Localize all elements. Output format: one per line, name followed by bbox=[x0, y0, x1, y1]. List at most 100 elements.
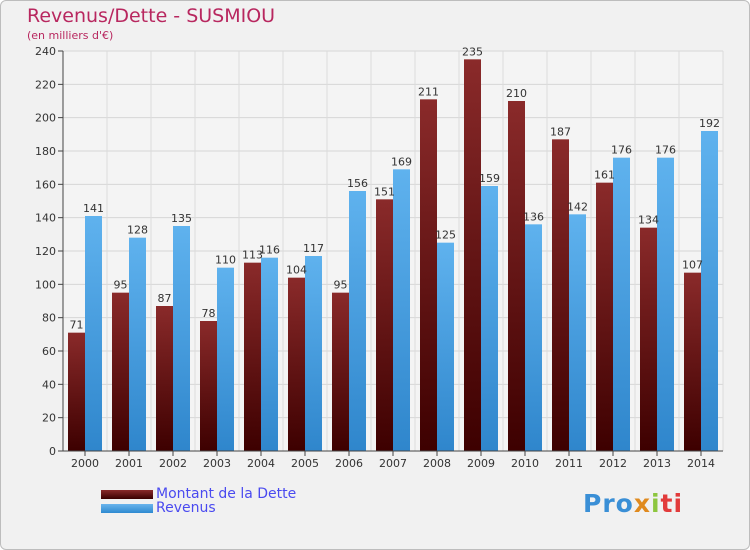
y-tick-label: 200 bbox=[35, 112, 56, 125]
data-label: 113 bbox=[242, 249, 263, 262]
data-label: 210 bbox=[506, 87, 527, 100]
data-label: 187 bbox=[550, 125, 571, 138]
x-tick-label: 2013 bbox=[643, 457, 671, 470]
data-label: 95 bbox=[114, 279, 128, 292]
bar-dette-2001 bbox=[112, 292, 129, 451]
bar-dette-2003 bbox=[200, 321, 217, 451]
bar-dette-2009 bbox=[464, 59, 481, 451]
x-tick-label: 2007 bbox=[379, 457, 407, 470]
chart-title: Revenus/Dette - SUSMIOU bbox=[27, 5, 276, 27]
data-label: 169 bbox=[391, 155, 412, 168]
legend-label-dette: Montant de la Dette bbox=[156, 486, 297, 502]
data-label: 176 bbox=[655, 144, 676, 157]
bar-revenus-2007 bbox=[393, 169, 410, 452]
data-label: 136 bbox=[523, 210, 544, 223]
x-tick-label: 2009 bbox=[467, 457, 495, 470]
x-tick-label: 2014 bbox=[687, 457, 715, 470]
y-tick-label: 220 bbox=[35, 78, 56, 91]
y-tick-label: 80 bbox=[42, 312, 56, 325]
y-tick-label: 20 bbox=[42, 412, 56, 425]
data-label: 159 bbox=[479, 172, 500, 185]
data-label: 192 bbox=[699, 117, 720, 130]
x-tick-label: 2000 bbox=[71, 457, 99, 470]
bar-revenus-2011 bbox=[569, 214, 586, 451]
bar-dette-2002 bbox=[156, 306, 173, 451]
bar-dette-2013 bbox=[640, 227, 657, 451]
bar-dette-2004 bbox=[244, 262, 261, 451]
y-tick-label: 120 bbox=[35, 245, 56, 258]
data-label: 156 bbox=[347, 177, 368, 190]
data-label: 71 bbox=[70, 319, 84, 332]
chart-subtitle: (en milliers d'€) bbox=[27, 29, 114, 42]
data-label: 211 bbox=[418, 85, 439, 98]
proxiti-logo: Proxiti bbox=[583, 489, 684, 518]
bar-dette-2008 bbox=[420, 99, 437, 451]
legend: Montant de la Dette Revenus bbox=[101, 486, 361, 516]
bar-dette-2007 bbox=[376, 199, 393, 451]
y-tick-label: 140 bbox=[35, 212, 56, 225]
y-tick-label: 0 bbox=[49, 445, 56, 458]
x-tick-label: 2008 bbox=[423, 457, 451, 470]
legend-swatch-revenus bbox=[101, 504, 153, 513]
y-tick-label: 180 bbox=[35, 145, 56, 158]
x-tick-label: 2001 bbox=[115, 457, 143, 470]
bar-revenus-2010 bbox=[525, 224, 542, 451]
data-label: 107 bbox=[682, 259, 703, 272]
bar-dette-2005 bbox=[288, 277, 305, 451]
data-label: 161 bbox=[594, 169, 615, 182]
legend-label-revenus: Revenus bbox=[156, 500, 216, 516]
data-label: 110 bbox=[215, 254, 236, 267]
bar-revenus-2002 bbox=[173, 226, 190, 451]
bar-revenus-2009 bbox=[481, 186, 498, 451]
bar-dette-2010 bbox=[508, 101, 525, 451]
bar-revenus-2006 bbox=[349, 191, 366, 451]
bar-revenus-2004 bbox=[261, 257, 278, 451]
y-tick-label: 160 bbox=[35, 178, 56, 191]
data-label: 128 bbox=[127, 224, 148, 237]
x-tick-label: 2005 bbox=[291, 457, 319, 470]
x-tick-label: 2002 bbox=[159, 457, 187, 470]
data-label: 78 bbox=[202, 307, 216, 320]
bar-revenus-2008 bbox=[437, 242, 454, 451]
x-tick-label: 2012 bbox=[599, 457, 627, 470]
bar-revenus-2001 bbox=[129, 237, 146, 451]
bar-revenus-2003 bbox=[217, 267, 234, 451]
data-label: 125 bbox=[435, 229, 456, 242]
data-label: 142 bbox=[567, 200, 588, 213]
data-label: 104 bbox=[286, 264, 307, 277]
y-tick-label: 40 bbox=[42, 378, 56, 391]
legend-item-revenus: Revenus bbox=[101, 500, 361, 516]
data-label: 95 bbox=[334, 279, 348, 292]
bar-revenus-2000 bbox=[85, 216, 102, 451]
data-label: 151 bbox=[374, 185, 395, 198]
legend-swatch-dette bbox=[101, 490, 153, 499]
legend-item-dette: Montant de la Dette bbox=[101, 486, 361, 502]
y-tick-label: 240 bbox=[35, 45, 56, 58]
data-label: 135 bbox=[171, 212, 192, 225]
y-tick-label: 100 bbox=[35, 278, 56, 291]
x-tick-label: 2010 bbox=[511, 457, 539, 470]
bars bbox=[68, 59, 718, 452]
data-label: 141 bbox=[83, 202, 104, 215]
bar-revenus-2005 bbox=[305, 256, 322, 451]
data-label: 134 bbox=[638, 214, 659, 227]
bar-dette-2011 bbox=[552, 139, 569, 452]
bar-dette-2014 bbox=[684, 272, 701, 451]
y-tick-label: 60 bbox=[42, 345, 56, 358]
x-tick-label: 2004 bbox=[247, 457, 275, 470]
x-tick-label: 2006 bbox=[335, 457, 363, 470]
axes: 0 20 40 60 80 100 120 140 160 180 200 220 240 2000 200… bbox=[35, 45, 723, 470]
bar-revenus-2014 bbox=[701, 131, 718, 451]
data-label: 117 bbox=[303, 242, 324, 255]
data-label: 116 bbox=[259, 244, 280, 257]
bar-revenus-2012 bbox=[613, 157, 630, 451]
bar-dette-2000 bbox=[68, 332, 85, 451]
data-label: 87 bbox=[158, 292, 172, 305]
data-label: 176 bbox=[611, 144, 632, 157]
bar-dette-2006 bbox=[332, 292, 349, 451]
x-tick-label: 2011 bbox=[555, 457, 583, 470]
data-label: 235 bbox=[462, 45, 483, 58]
